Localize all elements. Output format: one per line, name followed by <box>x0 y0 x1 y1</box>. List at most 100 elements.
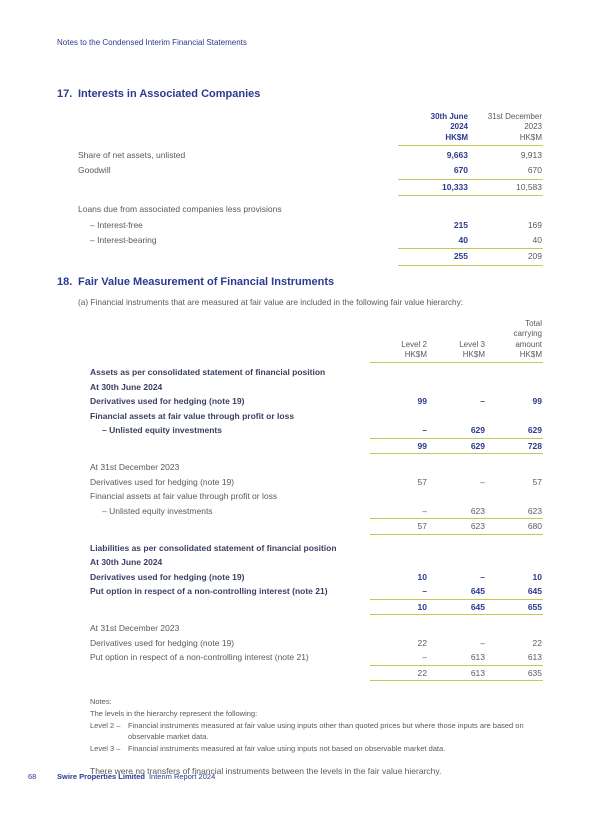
row-values <box>370 555 543 570</box>
row-values <box>370 621 543 636</box>
cell-value: – <box>422 505 427 516</box>
row-label: Derivatives used for hedging (note 19) <box>90 571 245 582</box>
section18-heading: 18. Fair Value Measurement of Financial … <box>57 276 545 288</box>
cell-value <box>428 555 486 570</box>
cell-value <box>398 202 469 217</box>
section18-title: Fair Value Measurement of Financial Inst… <box>78 276 335 288</box>
cell-value <box>370 555 428 570</box>
table-total-row: 255 209 <box>78 248 543 266</box>
cell-value: 629 <box>527 425 542 436</box>
row-label: Derivatives used for hedging (note 19) <box>90 396 245 407</box>
row-values: – 613 613 <box>370 650 543 665</box>
cell-value: 57 <box>417 521 427 532</box>
cell-value: 629 <box>470 425 485 436</box>
footer-report-title: Interim Report 2024 <box>148 772 216 781</box>
associated-companies-table: 30th June 2024 HK$M 31st December 2023 HK… <box>78 112 543 266</box>
note-definition: Level 3 – Financial instruments measured … <box>90 743 530 755</box>
row-values <box>398 202 543 217</box>
cell-value: 680 <box>527 521 542 532</box>
row-label <box>78 248 398 265</box>
page-number: 68 <box>28 772 37 781</box>
row-label: At 30th June 2024 <box>90 557 163 568</box>
header-spacer <box>90 319 370 363</box>
row-values: 9,663 9,913 <box>398 148 543 163</box>
table-header-row: 30th June 2024 HK$M 31st December 2023 HK… <box>78 112 543 146</box>
cell-value: – <box>480 476 485 487</box>
cell-value: 670 <box>527 165 542 176</box>
cell-value: 670 <box>453 165 468 176</box>
note-definition: Level 2 – Financial instruments measured … <box>90 720 530 743</box>
cell-value <box>486 409 543 424</box>
row-values <box>370 460 543 475</box>
cell-value: 169 <box>527 219 542 230</box>
table-row: Derivatives used for hedging (note 19) 99… <box>90 394 543 409</box>
row-label: – Unlisted equity investments <box>102 425 222 436</box>
cell-value <box>428 621 486 636</box>
cell-value: 645 <box>470 586 485 597</box>
notes-definitions: Level 2 – Financial instruments measured … <box>90 720 530 755</box>
row-values: 670 670 <box>398 163 543 178</box>
cell-value: 10 <box>532 571 542 582</box>
note-term: Level 2 – <box>90 720 121 730</box>
cell-value: 209 <box>527 251 542 262</box>
row-values <box>370 489 543 504</box>
row-label: At 31st December 2023 <box>90 623 180 634</box>
table-row: – Unlisted equity investments – 623 623 <box>90 504 543 519</box>
page-footer: 68 Swire Properties Limited Interim Repo… <box>28 772 215 781</box>
cell-value: 655 <box>527 601 542 612</box>
row-label: Financial assets at fair value through p… <box>90 410 295 421</box>
cell-value <box>370 541 428 556</box>
closing-statement: There were no transfers of financial ins… <box>90 765 442 776</box>
cell-value: 635 <box>527 667 542 678</box>
column-header: 30th June 2024 HK$M <box>430 112 468 142</box>
cell-value <box>428 380 486 395</box>
header-columns: 30th June 2024 HK$M 31st December 2023 HK… <box>398 112 543 146</box>
row-values: 10 – 10 <box>370 570 543 585</box>
table-total-row: 10 645 655 <box>90 598 543 616</box>
cell-value <box>486 541 543 556</box>
row-values <box>370 380 543 395</box>
cell-value <box>370 380 428 395</box>
cell-value: 57 <box>417 476 427 487</box>
row-values: 10,333 10,583 <box>398 178 543 197</box>
cell-value: 22 <box>417 667 427 678</box>
table-total-row: 57 623 680 <box>90 518 543 535</box>
row-label <box>90 665 370 682</box>
table-body: Assets as per consolidated statement of … <box>90 365 543 682</box>
cell-value <box>370 621 428 636</box>
row-values: 99 629 728 <box>370 437 543 455</box>
row-values: 215 169 <box>398 218 543 233</box>
table-row: At 30th June 2024 <box>90 380 543 395</box>
cell-value <box>370 489 428 504</box>
cell-value: 623 <box>470 505 485 516</box>
row-label: Financial assets at fair value through p… <box>90 491 278 502</box>
cell-value: 40 <box>532 234 542 245</box>
row-values: – 629 629 <box>370 423 543 438</box>
row-label: Goodwill <box>78 165 111 176</box>
cell-value: 99 <box>417 440 427 451</box>
cell-value: 645 <box>527 586 542 597</box>
cell-value: – <box>422 425 427 436</box>
table-row: At 31st December 2023 <box>90 460 543 475</box>
section18-intro: (a) Financial instruments that are measu… <box>78 297 464 307</box>
table-row: At 31st December 2023 <box>90 621 543 636</box>
row-values: 99 – 99 <box>370 394 543 409</box>
table-row: Put option in respect of a non-controlli… <box>90 584 543 599</box>
column-header: 31st December 2023 HK$M <box>487 112 542 142</box>
row-values <box>370 541 543 556</box>
table-row: Derivatives used for hedging (note 19) 10… <box>90 570 543 585</box>
cell-value: 10 <box>417 601 427 612</box>
section17-number: 17. <box>57 88 73 100</box>
header-spacer <box>78 112 398 146</box>
section-interests-in-associated-companies: 17. Interests in Associated Companies 30… <box>57 88 545 266</box>
notes-title: Notes: <box>90 697 112 707</box>
row-label: – Interest-free <box>90 219 143 230</box>
table-row: Loans due from associated companies less… <box>78 202 543 217</box>
cell-value <box>486 460 543 475</box>
cell-value <box>486 621 543 636</box>
row-label: – Unlisted equity investments <box>102 505 213 516</box>
cell-value: 629 <box>470 440 485 451</box>
cell-value <box>428 489 486 504</box>
table-row: Derivatives used for hedging (note 19) 22… <box>90 636 543 651</box>
row-values: 57 – 57 <box>370 475 543 490</box>
